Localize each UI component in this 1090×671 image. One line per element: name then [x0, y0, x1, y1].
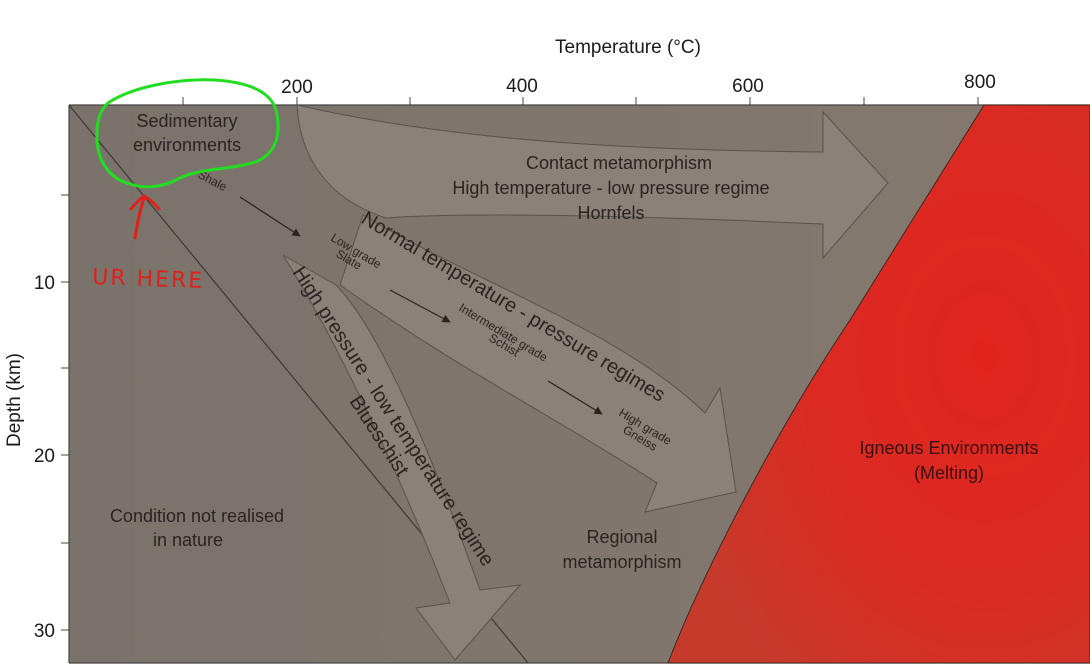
sedimentary-label-line2: environments — [133, 135, 241, 155]
schist-to-gneiss-arrow — [547, 380, 603, 415]
high-pressure-arrow — [282, 254, 522, 661]
x-tick-label-600: 600 — [732, 76, 764, 97]
contact-label-line2: High temperature - low pressure regime — [452, 178, 769, 198]
normal-regime-arrow — [339, 214, 737, 513]
x-tick-label-800: 800 — [964, 72, 996, 93]
y-tick-label-10: 10 — [34, 273, 55, 294]
contact-label-line3: Hornfels — [577, 203, 644, 223]
you-are-here-label: UR HERE — [92, 265, 205, 294]
shale-to-slate-arrow — [239, 196, 301, 237]
x-ticks — [182, 97, 979, 105]
contact-metamorphism-arrow — [296, 104, 889, 260]
not-realised-label-line1: Condition not realised — [110, 506, 284, 526]
regional-label-line2: metamorphism — [562, 552, 681, 572]
regional-label-line1: Regional — [586, 527, 657, 547]
sedimentary-label-line1: Sedimentary — [136, 111, 237, 131]
x-axis-title: Temperature (°C) — [555, 37, 701, 58]
you-are-here-highlight — [95, 78, 280, 189]
igneous-label-line2: (Melting) — [914, 463, 984, 483]
x-tick-label-200: 200 — [281, 77, 313, 98]
contact-label-line1: Contact metamorphism — [526, 153, 712, 173]
igneous-label-line1: Igneous Environments — [859, 438, 1038, 458]
not-realised-label-line2: in nature — [153, 530, 223, 550]
y-axis-title: Depth (km) — [4, 353, 25, 447]
slate-to-schist-arrow — [389, 289, 451, 323]
you-are-here-arrow — [129, 194, 161, 240]
x-tick-label-400: 400 — [506, 76, 538, 97]
y-tick-label-20: 20 — [34, 446, 55, 467]
y-tick-label-30: 30 — [34, 621, 55, 642]
y-ticks — [61, 194, 69, 631]
igneous-region — [667, 104, 1090, 664]
